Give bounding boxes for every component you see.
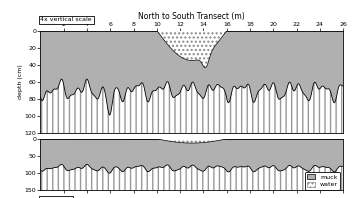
Legend: muck, water: muck, water [305, 172, 340, 189]
Y-axis label: depth (cm): depth (cm) [18, 64, 23, 99]
Text: 4x vertical scale: 4x vertical scale [40, 17, 92, 22]
Title: North to South Transect (m): North to South Transect (m) [138, 12, 245, 21]
